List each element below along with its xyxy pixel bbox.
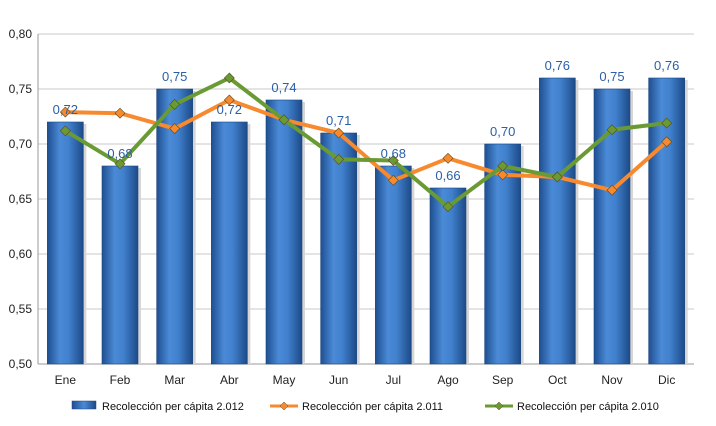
bar (101, 165, 139, 365)
series-marker (442, 152, 454, 164)
series-marker (606, 184, 618, 196)
x-tick-label: Oct (548, 373, 567, 387)
bar (539, 77, 576, 365)
bar-data-label: 0,74 (271, 80, 296, 95)
bar (429, 187, 467, 365)
series-marker (59, 125, 71, 137)
bar-data-label: 0,75 (162, 69, 187, 84)
series-marker (387, 174, 399, 186)
bar-data-label: 0,72 (217, 102, 242, 117)
series-marker (497, 169, 509, 181)
y-tick-label: 0,65 (9, 192, 33, 206)
series-line (63, 76, 669, 209)
y-tick-label: 0,70 (9, 137, 33, 151)
legend-label: Recolección per cápita 2.011 (302, 401, 443, 413)
legend-label: Recolección per cápita 2.010 (517, 401, 659, 413)
bar-data-label: 0,76 (545, 58, 570, 73)
x-tick-label: Nov (601, 373, 622, 387)
x-tick-label: Ago (437, 373, 459, 387)
x-tick-label: Mar (164, 373, 185, 387)
lines (59, 72, 673, 213)
bar-data-label: 0,72 (53, 102, 78, 117)
series-marker (169, 98, 181, 110)
x-tick-label: Ene (55, 373, 77, 387)
series-marker (278, 114, 290, 126)
bars (47, 77, 688, 365)
bar-data-label: 0,76 (654, 58, 679, 73)
bar (320, 132, 357, 365)
bar-data-label: 0,70 (490, 124, 515, 139)
x-tick-label: Abr (220, 373, 239, 387)
y-tick-label: 0,75 (9, 82, 33, 96)
bar (156, 88, 193, 365)
series-marker (223, 94, 235, 106)
series-marker (442, 201, 454, 213)
y-tick-label: 0,60 (9, 247, 33, 261)
legend-swatch-marker (494, 401, 504, 411)
series-marker (333, 127, 345, 139)
series-line (63, 98, 669, 193)
y-tick-label: 0,55 (9, 302, 33, 316)
legend-label: Recolección per cápita 2.012 (102, 401, 244, 413)
bar-data-label: 0,71 (326, 113, 351, 128)
grid (38, 33, 694, 365)
series-marker (387, 155, 399, 166)
legend: Recolección per cápita 2.012 Recolección … (71, 400, 659, 413)
series-marker (59, 106, 71, 118)
series-marker (169, 123, 181, 135)
series-marker (223, 72, 235, 84)
legend-swatch-marker (279, 401, 289, 411)
bar (265, 99, 303, 365)
legend-swatch-bar (71, 400, 97, 410)
bar-data-label: 0,75 (599, 69, 624, 84)
series-marker (333, 153, 345, 165)
bar-data-label: 0,68 (107, 146, 132, 161)
series-marker (661, 136, 673, 148)
bar-data-label: 0,66 (435, 168, 460, 183)
axes: 0,50 0,55 0,60 0,65 0,70 0,75 0,80 Ene Feb Mar Abr… (9, 27, 694, 387)
data-labels: 0,72 0,68 0,75 0,72 0,74 0,71 0,68 0,66 0,70 0,76… (53, 58, 680, 183)
bar (375, 165, 412, 365)
y-tick-label: 0,50 (9, 357, 33, 371)
x-tick-label: Sep (492, 373, 514, 387)
series-marker (606, 124, 618, 136)
x-tick-label: Jul (386, 373, 401, 387)
series-marker (114, 107, 126, 119)
series-marker (661, 117, 673, 129)
series-marker (114, 158, 126, 170)
x-tick-label: Dic (658, 373, 675, 387)
series-marker (497, 160, 509, 172)
x-tick-label: May (273, 373, 296, 387)
bar-data-label: 0,68 (381, 146, 406, 161)
bar (47, 121, 84, 365)
y-tick-label: 0,80 (9, 27, 33, 41)
x-tick-label: Jun (329, 373, 348, 387)
bar (211, 121, 248, 365)
bar (484, 143, 521, 365)
series-marker (551, 171, 563, 183)
x-tick-label: Feb (110, 373, 131, 387)
